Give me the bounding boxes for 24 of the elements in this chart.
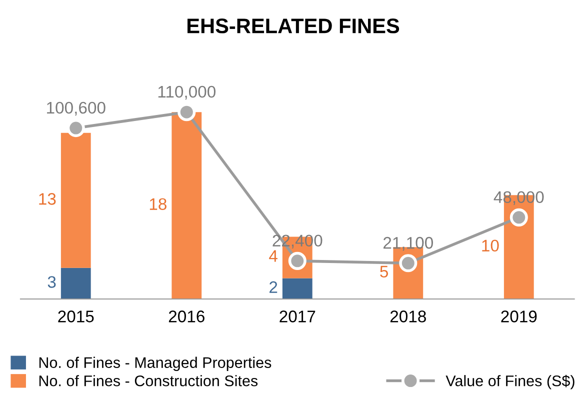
- data-label: 13: [39, 193, 56, 205]
- data-label: 2: [270, 281, 278, 293]
- x-tick-label: 2015: [58, 310, 94, 322]
- legend-label: No. of Fines - Construction Sites: [39, 375, 258, 386]
- bar: [172, 112, 202, 299]
- bar: [282, 278, 312, 299]
- point: [510, 208, 528, 226]
- data-label: 18: [150, 198, 166, 210]
- x-tick-label: 2018: [390, 310, 426, 322]
- x-tick-label: 2017: [280, 310, 316, 322]
- point: [399, 254, 418, 272]
- data-label: 5: [380, 266, 388, 278]
- data-label: 3: [48, 276, 56, 288]
- chart-title: EHS-RELATED FINES: [188, 18, 400, 34]
- x-tick-label: 2019: [501, 310, 537, 322]
- data-label: 10: [482, 240, 499, 252]
- legend-label: Value of Fines (S$): [446, 374, 574, 390]
- bar: [60, 132, 91, 268]
- data-label: 4: [269, 250, 278, 262]
- legend-label: No. of Fines - Managed Properties: [39, 356, 272, 372]
- data-label: 100,600: [47, 102, 106, 116]
- x-tick-label: 2016: [168, 310, 204, 322]
- bar: [60, 268, 91, 299]
- data-label: 110,000: [158, 86, 216, 100]
